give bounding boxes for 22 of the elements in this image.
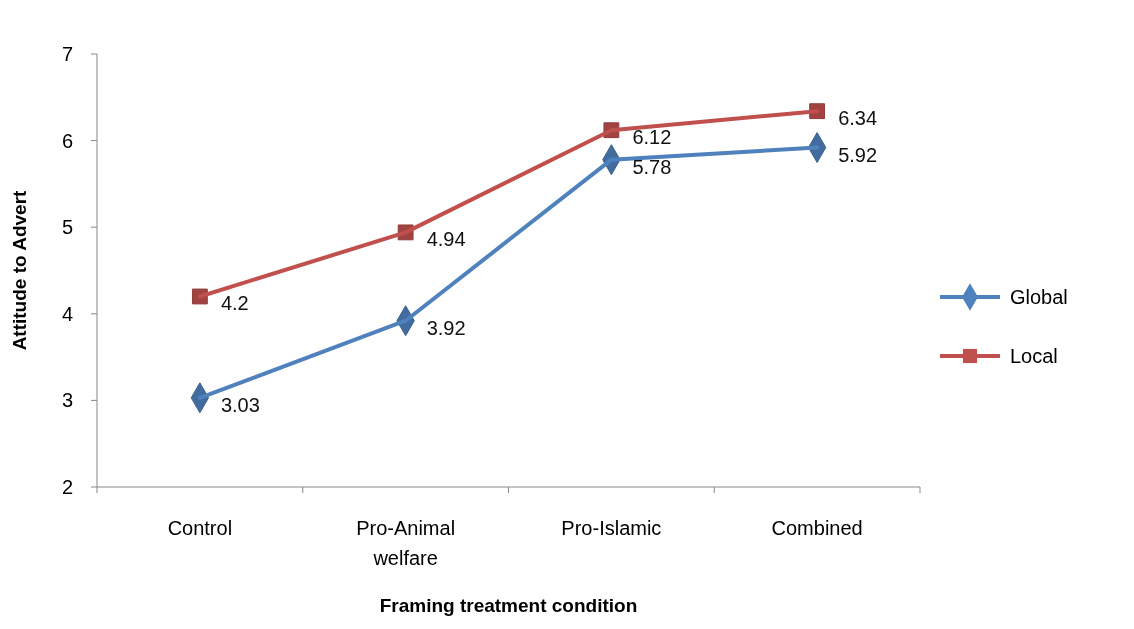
y-tick-label: 6 bbox=[61, 129, 73, 152]
y-tick-label: 2 bbox=[61, 476, 73, 498]
y-tick-label: 3 bbox=[61, 389, 73, 412]
data-label: 3.03 bbox=[220, 393, 260, 416]
x-tick-label: Combined bbox=[771, 517, 863, 539]
legend-label: Global bbox=[1010, 286, 1068, 308]
y-tick-label: 5 bbox=[61, 216, 73, 239]
legend-label: Local bbox=[1010, 345, 1058, 367]
y-tick-label: 4 bbox=[61, 302, 73, 325]
data-label: 5.92 bbox=[838, 143, 878, 166]
data-label: 3.92 bbox=[426, 316, 466, 339]
x-tick-label: Pro-Islamic bbox=[561, 517, 662, 539]
y-axis-title: Attitude to Advert bbox=[9, 189, 30, 351]
y-tick-label: 7 bbox=[61, 43, 73, 65]
x-tick-label: Pro-Animal welfare bbox=[356, 517, 456, 569]
data-label: 6.34 bbox=[838, 107, 878, 130]
data-label: 6.12 bbox=[632, 126, 672, 149]
x-tick-label: Control bbox=[167, 517, 233, 539]
data-label: 5.78 bbox=[632, 155, 672, 178]
x-axis-title: Framing treatment condition bbox=[379, 595, 638, 616]
data-label: 4.2 bbox=[220, 292, 249, 315]
data-label: 4.94 bbox=[426, 228, 466, 251]
